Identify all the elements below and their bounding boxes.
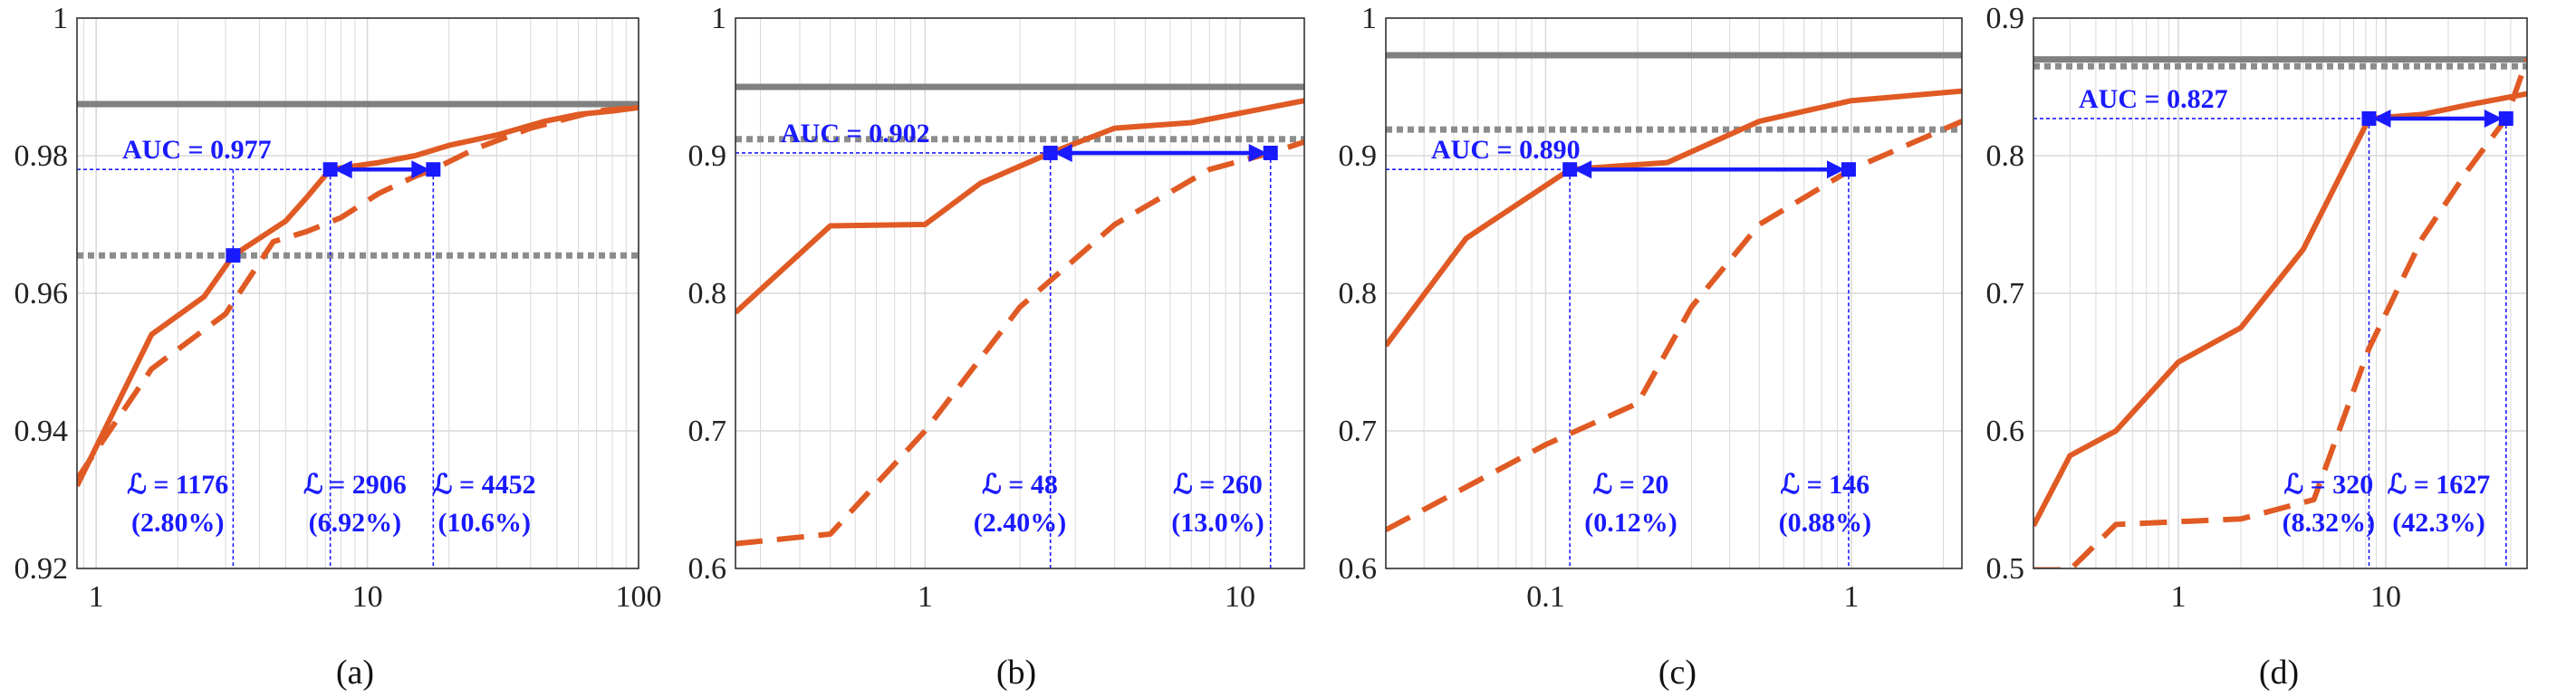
arrow-head-right (1826, 160, 1845, 179)
loss-percent-label: (6.92%) (309, 508, 401, 538)
panel-c: AUC = 0.890 ℒ = 20 (0.12%) ℒ = 146 (0.88%) 0.… (1339, 2, 1963, 692)
series-solid (2033, 91, 2527, 528)
data-marker (1263, 145, 1278, 160)
y-tick-label: 0.6 (1986, 415, 2025, 448)
y-tick-label: 0.98 (14, 139, 69, 173)
y-tick-label: 0.96 (14, 277, 69, 310)
x-tick-label: 1 (1843, 580, 1859, 614)
panel-b: AUC = 0.902 ℒ = 48 (2.40%) ℒ = 260 (13.0%) 0.… (688, 2, 1305, 692)
loss-value-label: ℒ = 1627 (2388, 470, 2491, 500)
y-tick-label: 0.94 (14, 415, 69, 448)
axes-frame (2033, 17, 2528, 569)
y-tick-label: 0.9 (688, 139, 727, 173)
loss-percent-label: (2.80%) (131, 508, 224, 538)
loss-value-label: ℒ = 1176 (127, 470, 228, 500)
y-tick-label: 0.7 (1339, 415, 1378, 448)
plot-content (2033, 56, 2527, 568)
auc-label: AUC = 0.890 (1431, 135, 1581, 165)
loss-percent-label: (0.88%) (1779, 508, 1871, 538)
loss-value-label: ℒ = 260 (1173, 470, 1263, 500)
axes-frame (1385, 17, 1963, 569)
panel-caption: (c) (1658, 654, 1697, 692)
plot-content (77, 100, 639, 568)
auc-label: AUC = 0.902 (781, 119, 930, 148)
data-marker (2361, 110, 2377, 126)
loss-value-label: ℒ = 4452 (433, 470, 536, 500)
data-marker (226, 248, 241, 263)
data-marker (1841, 162, 1856, 177)
arrow-head-left (1573, 160, 1592, 179)
panel-caption: (b) (996, 654, 1036, 692)
y-tick-label: 0.8 (688, 277, 727, 310)
series-solid (735, 98, 1304, 315)
y-tick-label: 0.6 (1339, 552, 1378, 586)
arrow-head-left (2372, 109, 2391, 128)
y-tick-label: 1 (53, 2, 68, 35)
y-tick-label: 0.92 (14, 552, 69, 586)
loss-value-label: ℒ = 48 (982, 470, 1058, 500)
series-solid (1386, 88, 1962, 348)
x-tick-label: 0.1 (1526, 580, 1565, 614)
x-tick-label: 100 (616, 580, 662, 614)
loss-percent-label: (10.6%) (437, 508, 530, 538)
loss-percent-label: (0.12%) (1584, 508, 1677, 538)
loss-percent-label: (8.32%) (2283, 508, 2375, 538)
loss-percent-label: (13.0%) (1171, 508, 1264, 538)
y-tick-label: 0.9 (1339, 139, 1378, 173)
panel-d: AUC = 0.827 ℒ = 320 (8.32%) ℒ = 1627 (42.3%)… (1986, 2, 2528, 692)
loss-value-label: ℒ = 146 (1780, 470, 1870, 500)
x-tick-label: 10 (2370, 580, 2401, 614)
series-solid (77, 104, 639, 488)
y-tick-label: 0.5 (1986, 552, 2025, 586)
data-marker (1043, 145, 1058, 160)
data-marker (322, 162, 338, 177)
y-tick-label: 1 (711, 2, 726, 35)
y-tick-label: 1 (1361, 2, 1377, 35)
series-dashed (77, 104, 639, 481)
axes-frame (735, 17, 1305, 569)
data-marker (2498, 110, 2514, 126)
y-tick-label: 0.7 (1986, 277, 2025, 310)
panel-caption: (d) (2259, 654, 2299, 692)
arrow-head-left (1053, 143, 1072, 162)
arrow-head-right (2484, 109, 2503, 128)
arrow-head-left (333, 160, 352, 179)
panel-a: AUC = 0.977 ℒ = 1176 (2.80%) ℒ = 2906 (6.92%… (14, 2, 662, 692)
panel-caption: (a) (336, 654, 374, 692)
data-marker (1562, 162, 1578, 177)
x-tick-label: 1 (2171, 580, 2187, 614)
axes-frame (76, 17, 639, 569)
x-tick-label: 10 (352, 580, 383, 614)
data-marker (426, 162, 441, 177)
y-tick-label: 0.9 (1986, 2, 2025, 35)
auc-label: AUC = 0.977 (122, 135, 272, 165)
y-tick-label: 0.7 (688, 415, 727, 448)
y-tick-label: 0.8 (1339, 277, 1378, 310)
loss-percent-label: (2.40%) (974, 508, 1066, 538)
x-tick-label: 10 (1225, 580, 1255, 614)
y-tick-label: 0.8 (1986, 139, 2025, 173)
loss-value-label: ℒ = 2906 (303, 470, 407, 500)
auc-label: AUC = 0.827 (2079, 84, 2228, 114)
loss-value-label: ℒ = 20 (1593, 470, 1669, 500)
x-tick-label: 1 (918, 580, 933, 614)
y-tick-label: 0.6 (688, 552, 727, 586)
loss-percent-label: (42.3%) (2392, 508, 2485, 538)
arrow-head-right (411, 160, 430, 179)
loss-value-label: ℒ = 320 (2284, 470, 2374, 500)
arrow-head-right (1248, 143, 1267, 162)
x-tick-label: 1 (89, 580, 104, 614)
series-dashed (2033, 58, 2527, 568)
